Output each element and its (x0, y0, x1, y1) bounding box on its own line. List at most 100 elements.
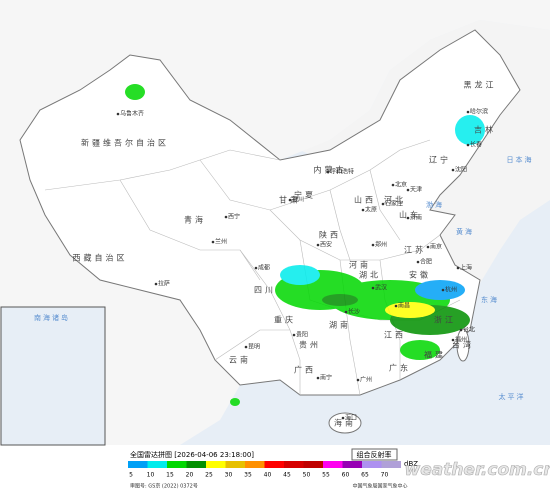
city-label: 杭州 (445, 286, 457, 294)
region-label: 重庆 (274, 315, 296, 325)
legend-swatch (362, 461, 382, 468)
city-label: 长春 (470, 141, 482, 149)
city-dot (457, 267, 460, 270)
city-label: 昆明 (248, 344, 260, 351)
region-label: 西藏自治区 (73, 253, 128, 263)
legend-swatch (167, 461, 187, 468)
city-dot (245, 346, 248, 349)
city-dot (357, 379, 360, 382)
city-label: 南京 (430, 243, 442, 251)
region-label: 吉林 (474, 125, 496, 135)
city-label: 西安 (320, 241, 332, 249)
legend-label: 5 (129, 472, 133, 479)
city-label: 海口 (345, 414, 357, 422)
legend-swatch (343, 461, 363, 468)
city-label: 南昌 (398, 302, 410, 310)
region-label: 黑龙江 (464, 80, 497, 90)
region-label: 辽宁 (429, 155, 451, 165)
city-dot (317, 377, 320, 380)
city-label: 乌鲁木齐 (120, 110, 144, 118)
city-label: 成都 (258, 264, 270, 272)
sea-label: 黄海 (456, 227, 474, 236)
city-dot (289, 199, 292, 202)
city-dot (392, 184, 395, 187)
city-label: 广州 (360, 376, 372, 384)
city-dot (362, 209, 365, 212)
legend-swatch (304, 461, 324, 468)
legend-swatch (245, 461, 265, 468)
city-dot (117, 113, 120, 116)
city-label: 拉萨 (158, 280, 170, 288)
sea-label: 太平洋 (499, 392, 526, 401)
legend-label: 50 (303, 472, 311, 479)
city-label: 福州 (455, 336, 467, 344)
legend-swatch (148, 461, 168, 468)
city-label: 台北 (463, 326, 475, 334)
legend-label: 15 (166, 472, 174, 479)
city-dot (155, 283, 158, 286)
city-dot (225, 216, 228, 219)
region-label: 江苏 (404, 245, 426, 255)
city-label: 哈尔滨 (470, 108, 488, 116)
title: 全国雷达拼图 [2026-04-06 23:18:00] (130, 450, 254, 459)
region-label: 河南 (349, 260, 371, 270)
city-dot (395, 305, 398, 308)
region-label: 四川 (254, 286, 276, 295)
city-dot (293, 334, 296, 337)
legend-swatch (382, 461, 402, 468)
region-label: 浙江 (434, 315, 456, 325)
legend-swatch (187, 461, 207, 468)
city-label: 南宁 (320, 374, 332, 382)
source: 中国气象局国家气象中心 (352, 483, 407, 490)
legend-label: 35 (244, 472, 252, 479)
city-label: 济南 (410, 214, 422, 222)
region-label: 云南 (229, 355, 251, 365)
region-label: 广东 (389, 363, 411, 373)
legend-swatch (323, 461, 343, 468)
city-dot (467, 144, 470, 147)
city-label: 西宁 (228, 213, 240, 221)
city-dot (345, 311, 348, 314)
city-dot (442, 289, 445, 292)
legend-label: 70 (381, 472, 389, 479)
legend-swatch (284, 461, 304, 468)
city-dot (372, 244, 375, 247)
legend-swatch (206, 461, 226, 468)
city-label: 沈阳 (455, 166, 467, 174)
sea-label: 东海 (481, 295, 499, 304)
city-dot (327, 171, 330, 174)
sea-label: 南海诸岛 (34, 313, 70, 322)
city-dot (317, 244, 320, 247)
city-dot (342, 417, 345, 420)
region-label: 安徽 (409, 270, 431, 280)
city-label: 郑州 (375, 241, 387, 249)
city-dot (460, 329, 463, 332)
region-label: 湖南 (329, 320, 351, 330)
legend-label: 30 (225, 472, 233, 479)
city-dot (382, 203, 385, 206)
legend-label: 60 (342, 472, 350, 479)
sea-label: 渤海 (426, 200, 444, 209)
city-label: 北京 (395, 181, 407, 189)
city-label: 天津 (410, 187, 422, 194)
region-label: 贵州 (299, 340, 321, 350)
legend-label: 55 (322, 472, 330, 479)
city-dot (417, 261, 420, 264)
city-label: 长沙 (348, 308, 360, 316)
city-label: 呼和浩特 (330, 168, 354, 176)
city-label: 兰州 (215, 238, 227, 246)
legend-label: 45 (283, 472, 291, 479)
city-label: 贵阳 (296, 331, 308, 339)
city-dot (372, 287, 375, 290)
legend-label: 25 (205, 472, 213, 479)
region-label: 广西 (294, 365, 316, 375)
sea-label: 日本海 (507, 155, 534, 164)
city-label: 武汉 (375, 284, 387, 292)
region-label: 江西 (384, 331, 406, 340)
city-dot (427, 246, 430, 249)
region-label: 湖北 (359, 271, 381, 280)
city-dot (467, 111, 470, 114)
city-dot (255, 267, 258, 270)
south-china-sea-inset (1, 307, 105, 445)
